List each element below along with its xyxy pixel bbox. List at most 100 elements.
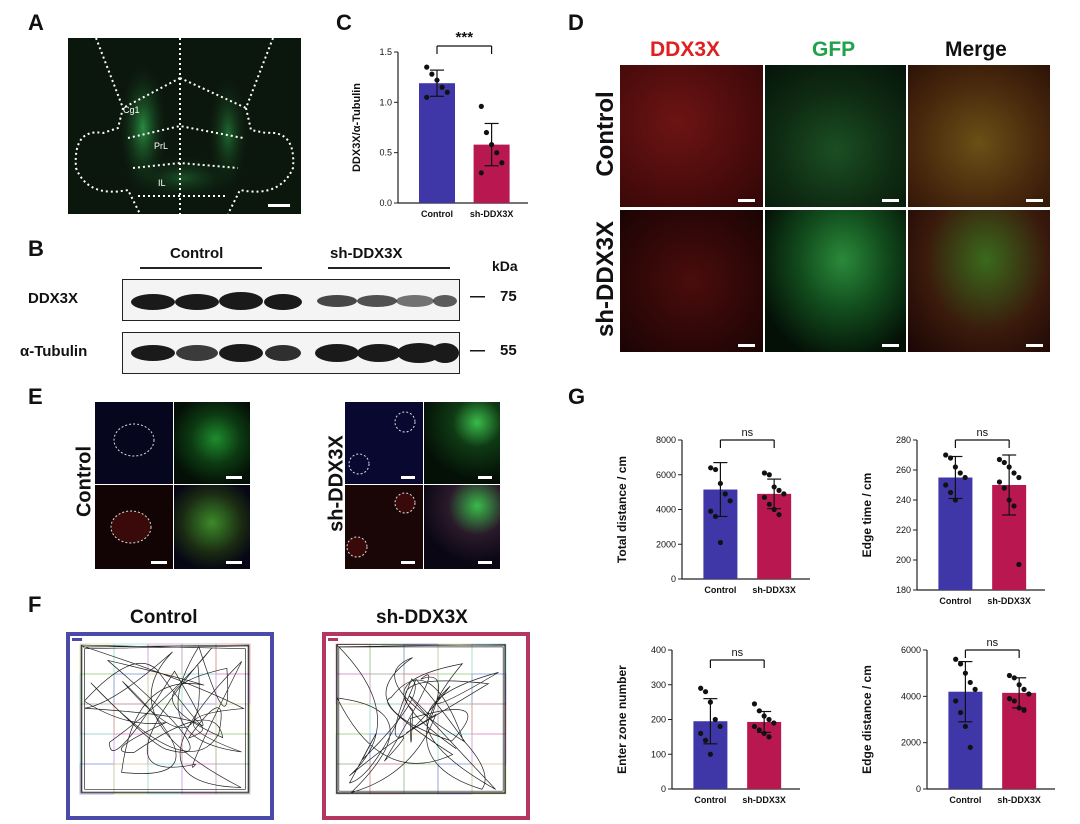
y-tick-label: 200 (651, 715, 666, 725)
wb-ddx3x-bands (131, 292, 457, 310)
wb-kda-75: 75 (500, 288, 517, 305)
y-tick-label: 260 (896, 465, 911, 475)
region-label-cg1: Cg1 (123, 105, 140, 115)
panel-label-d: D (568, 10, 584, 35)
data-point (439, 84, 445, 90)
y-tick-label: 6000 (656, 470, 676, 480)
data-point (766, 501, 772, 507)
data-point (708, 465, 714, 471)
y-tick-label: 0 (661, 784, 666, 794)
data-point (952, 464, 958, 470)
d-image-control-ddx3x (620, 65, 763, 207)
data-point (761, 470, 768, 476)
arena-tag (328, 638, 338, 641)
y-tick-label: 1.5 (379, 47, 392, 57)
y-tick-label: 280 (896, 435, 911, 445)
y-tick-label: 1.0 (379, 97, 392, 107)
data-point (712, 466, 719, 473)
data-point (1011, 698, 1017, 704)
data-point (766, 734, 772, 740)
data-point (943, 452, 949, 458)
data-point (712, 513, 719, 520)
data-point (717, 539, 723, 546)
data-point (722, 491, 728, 497)
data-point (996, 456, 1003, 463)
y-axis-label: Total distance / cm (615, 456, 629, 563)
data-point (489, 142, 495, 148)
data-point (962, 474, 968, 481)
data-point (1021, 686, 1027, 692)
data-point (444, 89, 450, 95)
data-point (761, 730, 767, 736)
region-outlines (74, 38, 295, 214)
data-point (499, 160, 505, 166)
x-tick-label: sh-DDX3X (997, 795, 1041, 805)
panel-label-c: C (336, 10, 352, 35)
data-point (756, 708, 762, 714)
data-point (771, 506, 777, 513)
data-point (947, 489, 954, 496)
region-label-il: IL (158, 178, 166, 188)
data-point (424, 64, 430, 70)
brain-section-drawing (74, 38, 295, 214)
d-column-ddx3x: DDX3X (650, 38, 721, 61)
e-control-merge (174, 485, 250, 569)
data-point (1006, 696, 1013, 702)
e-sh-green (424, 402, 500, 484)
data-point (1026, 691, 1032, 697)
data-point (1001, 459, 1007, 466)
d-image-sh-merge (908, 210, 1050, 352)
wb-tubulin-blot (122, 332, 460, 374)
region-label-prl: PrL (154, 141, 169, 151)
data-point (1006, 672, 1013, 679)
e-sh-blue (345, 402, 423, 484)
movement-trace (336, 644, 506, 794)
chart-c: 0.0 0.5 1.0 1.5 DDX3X/α-Tubulin Control sh-DDX… (351, 29, 528, 219)
wb-group-control: Control (170, 245, 224, 262)
data-point (967, 679, 973, 686)
data-point (1011, 470, 1017, 476)
x-tick-label: Control (421, 209, 453, 219)
y-tick-label: 220 (896, 525, 911, 535)
y-tick-label: 240 (896, 495, 911, 505)
data-point (1016, 474, 1022, 481)
y-axis-label: Edge distance / cm (860, 665, 874, 774)
wb-dash-1: — (470, 288, 485, 305)
data-point (717, 723, 723, 730)
data-point (698, 685, 704, 691)
data-point (712, 716, 718, 723)
data-point (766, 716, 772, 723)
sig-label: ns (731, 647, 743, 659)
chart-g-total-distance: 0 2000 4000 6000 8000 Total distance / cm Cont… (615, 427, 810, 595)
data-point (1006, 497, 1012, 503)
data-point (717, 480, 723, 487)
wb-group-line-sh (328, 267, 450, 269)
data-point (943, 482, 949, 488)
data-point (962, 670, 968, 676)
arena-frame (322, 632, 530, 820)
panel-label-b: B (28, 236, 44, 261)
wb-tubulin-bands (131, 343, 459, 363)
y-tick-label: 2000 (901, 738, 921, 748)
e-control-blue (95, 402, 173, 484)
x-tick-label: sh-DDX3X (742, 795, 786, 805)
y-axis-label: Edge time / cm (860, 473, 874, 558)
data-point (434, 77, 440, 83)
sig-label: ns (741, 427, 753, 439)
data-point (478, 170, 484, 176)
sig-label: ns (976, 427, 988, 439)
sig-label: ns (986, 637, 998, 649)
panel-label-f: F (28, 592, 42, 617)
data-point (707, 751, 713, 757)
data-point (957, 470, 963, 476)
data-point (702, 737, 709, 743)
data-point (947, 455, 954, 461)
x-tick-label: Control (949, 795, 981, 805)
d-row-control: Control (592, 91, 619, 177)
data-point (751, 701, 758, 707)
y-tick-label: 180 (896, 585, 911, 595)
data-point (776, 487, 782, 493)
e-sh-merge (424, 485, 500, 569)
d-row-sh: sh-DDX3X (592, 220, 619, 338)
data-point (1016, 682, 1022, 688)
